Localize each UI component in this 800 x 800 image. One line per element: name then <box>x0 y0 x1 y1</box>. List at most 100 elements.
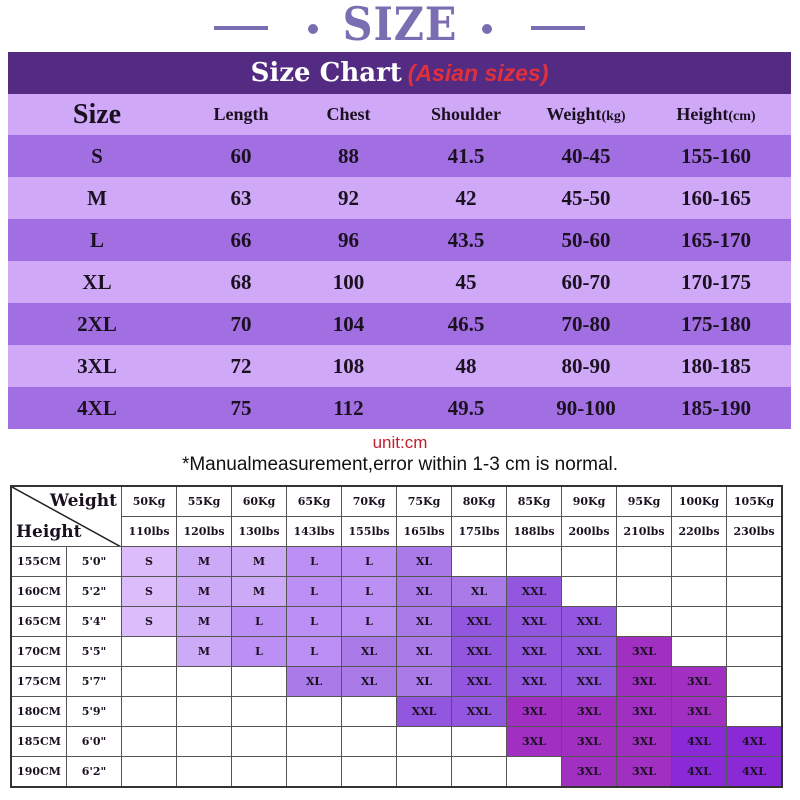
grid-row: 180CM 5'9" XXL XXL 3XL 3XL 3XL 3XL <box>10 696 783 727</box>
size-recommendation-cell: XXL <box>561 606 617 637</box>
height-ft-cell: 5'4" <box>66 606 122 637</box>
cell-chest: 104 <box>332 311 365 336</box>
size-recommendation-cell: XL <box>396 606 452 637</box>
empty-cell <box>231 696 287 727</box>
empty-cell <box>341 756 397 788</box>
cell-height: 160-165 <box>681 185 751 210</box>
grid-row: 175CM 5'7" XL XL XL XXL XXL XXL 3XL 3XL <box>10 666 783 697</box>
empty-cell <box>561 576 617 607</box>
table-row: M 63 92 42 45-50 160-165 <box>8 177 791 219</box>
size-recommendation-cell: XL <box>451 576 507 607</box>
empty-cell <box>176 726 232 757</box>
empty-cell <box>726 606 783 637</box>
size-recommendation-cell: XXL <box>451 666 507 697</box>
empty-cell <box>616 576 672 607</box>
weight-lbs-header: 155lbs <box>341 516 397 547</box>
cell-shoulder: 48 <box>455 353 477 378</box>
empty-cell <box>671 576 727 607</box>
weight-lbs-header: 188lbs <box>506 516 562 547</box>
cell-chest: 88 <box>338 143 359 168</box>
size-recommendation-cell: L <box>341 576 397 607</box>
weight-kg-header: 90Kg <box>561 485 617 517</box>
grid-row: 155CM 5'0" S M M L L XL <box>10 546 783 577</box>
weight-kg-header: 70Kg <box>341 485 397 517</box>
column-header-chest: Chest <box>326 104 371 124</box>
size-recommendation-cell: 3XL <box>506 696 562 727</box>
empty-cell <box>396 756 452 788</box>
empty-cell <box>726 576 783 607</box>
weight-lbs-header: 130lbs <box>231 516 287 547</box>
height-cm-cell: 185CM <box>10 726 67 757</box>
size-recommendation-cell: M <box>176 606 232 637</box>
size-recommendation-cell: L <box>341 546 397 577</box>
weight-lbs-header: 220lbs <box>671 516 727 547</box>
left-dash-decoration <box>214 26 268 30</box>
empty-cell <box>451 756 507 788</box>
weight-kg-header: 100Kg <box>671 485 727 517</box>
height-cm-cell: 175CM <box>10 666 67 697</box>
cell-height: 170-175 <box>681 269 751 294</box>
height-ft-cell: 6'2" <box>66 756 122 788</box>
size-recommendation-cell: 4XL <box>726 726 783 757</box>
size-recommendation-cell: 3XL <box>671 666 727 697</box>
corner-weight-label: Weight <box>49 491 117 511</box>
size-recommendation-cell: XXL <box>506 666 562 697</box>
empty-cell <box>286 726 342 757</box>
cell-weight: 40-45 <box>561 143 611 168</box>
corner-height-label: Height <box>16 522 82 542</box>
size-recommendation-cell: 3XL <box>561 696 617 727</box>
cell-weight: 60-70 <box>561 269 611 294</box>
cell-weight: 90-100 <box>556 395 616 420</box>
table-row: XL 68 100 45 60-70 170-175 <box>8 261 791 303</box>
cell-height: 175-180 <box>681 311 751 336</box>
cell-weight: 80-90 <box>561 353 611 378</box>
cell-shoulder: 43.5 <box>447 227 485 252</box>
size-recommendation-cell: M <box>231 576 287 607</box>
size-recommendation-cell: S <box>121 546 177 577</box>
size-recommendation-cell: XXL <box>451 696 507 727</box>
diagonal-divider-icon <box>12 487 121 546</box>
cell-length: 66 <box>230 227 252 252</box>
weight-lbs-header: 143lbs <box>286 516 342 547</box>
size-recommendation-cell: M <box>176 576 232 607</box>
weight-kg-header: 95Kg <box>616 485 672 517</box>
height-ft-cell: 5'2" <box>66 576 122 607</box>
height-cm-cell: 165CM <box>10 606 67 637</box>
right-dash-decoration <box>531 26 585 30</box>
table-row: 3XL 72 108 48 80-90 180-185 <box>8 345 791 387</box>
height-unit: (cm) <box>728 109 756 124</box>
measurement-disclaimer: *Manualmeasurement,error within 1-3 cm i… <box>181 454 619 475</box>
cell-chest: 100 <box>332 269 365 294</box>
size-recommendation-cell: 4XL <box>726 756 783 788</box>
size-recommendation-cell: L <box>231 636 287 667</box>
size-recommendation-cell: XL <box>396 666 452 697</box>
empty-cell <box>726 636 783 667</box>
size-recommendation-cell: XL <box>396 636 452 667</box>
size-chart-banner: Size Chart (Asian sizes) <box>8 52 791 94</box>
weight-kg-header: 105Kg <box>726 485 783 517</box>
column-header-weight: Weight(kg) <box>531 94 641 135</box>
size-recommendation-cell: M <box>231 546 287 577</box>
size-recommendation-cell: 4XL <box>671 756 727 788</box>
empty-cell <box>451 546 507 577</box>
size-table-header-row: Size Length Chest Shoulder Weight(kg) He… <box>8 94 791 135</box>
empty-cell <box>121 756 177 788</box>
weight-kg-header: 55Kg <box>176 485 232 517</box>
weight-kg-header: 85Kg <box>506 485 562 517</box>
empty-cell <box>286 696 342 727</box>
size-recommendation-cell: 4XL <box>671 726 727 757</box>
weight-kg-header: 80Kg <box>451 485 507 517</box>
weight-lbs-header: 110lbs <box>121 516 177 547</box>
height-weight-fit-grid: Weight Height 50Kg 55Kg 60Kg 65Kg 70Kg 75Kg 80… <box>10 485 783 788</box>
cell-length: 70 <box>230 311 252 336</box>
empty-cell <box>121 636 177 667</box>
empty-cell <box>726 546 783 577</box>
cell-size: L <box>89 227 104 252</box>
grid-row: 160CM 5'2" S M M L L XL XL XXL <box>10 576 783 607</box>
size-recommendation-cell: XXL <box>396 696 452 727</box>
grid-corner-cell: Weight Height <box>10 485 122 547</box>
weight-lbs-header: 230lbs <box>726 516 783 547</box>
page-title: SIZE <box>342 0 458 51</box>
empty-cell <box>121 726 177 757</box>
weight-unit: (kg) <box>601 109 626 124</box>
